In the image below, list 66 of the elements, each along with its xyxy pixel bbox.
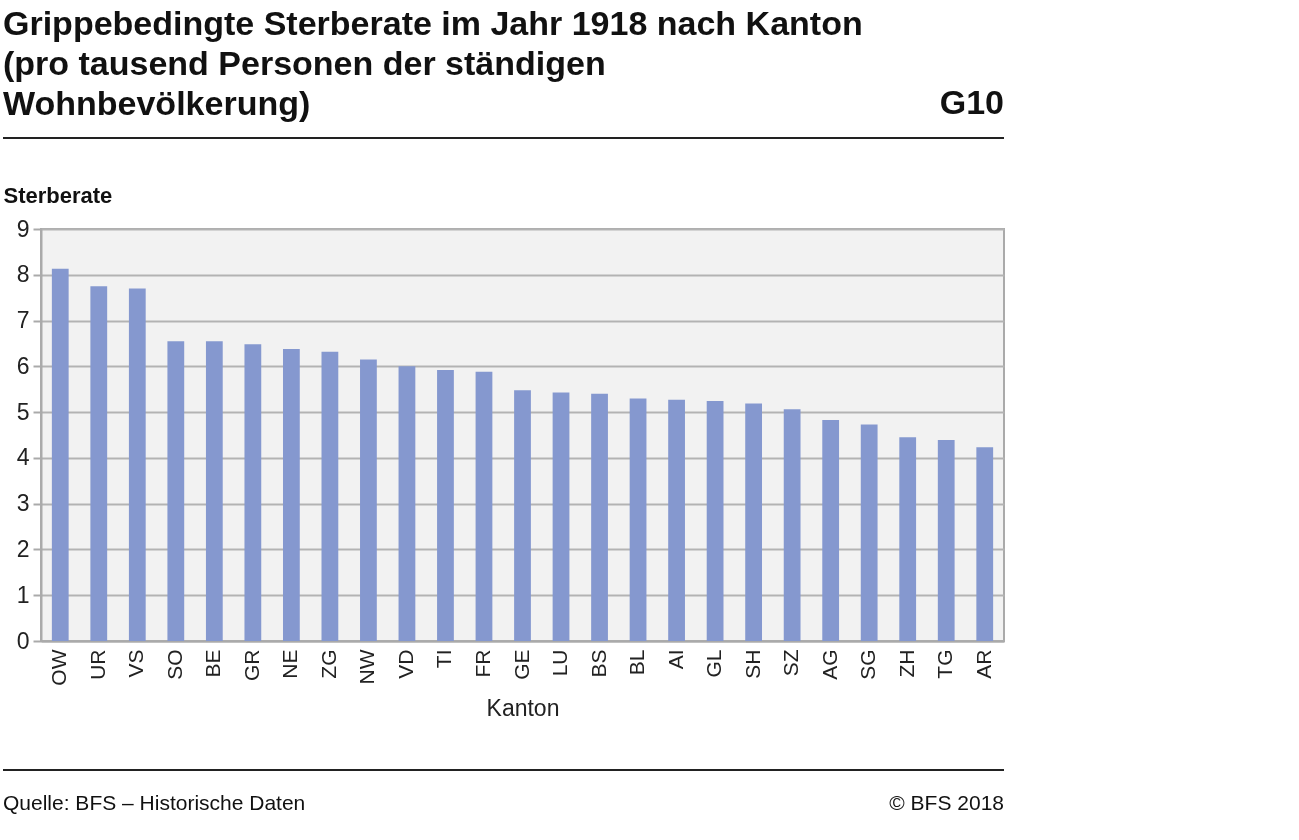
x-tick-label: BE [201, 649, 225, 678]
x-tick-label: LU [548, 649, 572, 677]
x-tick-label: BL [625, 649, 649, 676]
x-tick-label: SZ [779, 649, 803, 677]
y-tick-label: 8 [16, 261, 30, 288]
x-tick-label: AR [971, 649, 995, 679]
x-tick-label: ZH [894, 649, 918, 678]
x-tick-label: NW [355, 649, 379, 685]
bar [629, 398, 647, 641]
y-tick-label: 4 [16, 444, 30, 471]
bar [899, 437, 917, 641]
y-tick-label: 2 [16, 535, 30, 562]
text: © BFS 2018 [889, 791, 1004, 814]
y-tick-label: 6 [16, 352, 30, 379]
bar [591, 393, 608, 641]
bar [128, 288, 146, 641]
bar [860, 424, 878, 641]
bar [706, 401, 724, 641]
x-tick-label: SH [740, 649, 764, 679]
bar [167, 341, 185, 641]
chart-title: Grippebedingte Sterberate im Jahr 1918 nach Kanton (pro tausend Personen der ständigen Wohnbevölkerung) [3, 4, 863, 122]
y-tick-label: 1 [16, 581, 30, 608]
x-tick-label: OW [47, 649, 71, 686]
x-tick-label: AG [817, 649, 841, 680]
y-axis-title: Sterberate [3, 182, 113, 208]
source-note: Quelle: BFS – Historische Daten [3, 791, 306, 814]
x-tick-label: FR [470, 649, 494, 678]
bar [822, 419, 840, 641]
bar [937, 440, 955, 641]
x-tick-label: SO [162, 649, 186, 680]
y-tick-label: 0 [16, 627, 30, 654]
x-tick-label: UR [85, 649, 109, 680]
bar [321, 351, 339, 641]
x-tick-label: TG [933, 649, 957, 679]
bar [51, 268, 69, 641]
bar [976, 447, 994, 641]
x-tick-label: SG [856, 649, 880, 680]
bar [90, 286, 108, 641]
x-axis-title: Kanton [486, 694, 560, 721]
bar [475, 371, 493, 641]
bar [244, 344, 262, 641]
x-tick-label: AI [663, 649, 687, 670]
y-tick-label: 5 [16, 398, 30, 425]
bar [360, 359, 377, 641]
text: G10 [939, 83, 1004, 121]
x-tick-label: NE [278, 649, 302, 679]
x-tick-label: TI [432, 649, 456, 669]
x-tick-label: VD [393, 649, 417, 679]
x-tick-label: ZG [316, 649, 340, 679]
bar [552, 392, 570, 641]
x-tick-label: VS [124, 649, 148, 678]
bar [514, 390, 531, 641]
x-tick-label: BS [586, 649, 610, 678]
bar [205, 341, 223, 641]
y-tick-label: 7 [16, 307, 30, 334]
y-tick-label: 9 [16, 215, 30, 242]
y-tick-label: 3 [16, 490, 30, 517]
bar [668, 399, 685, 641]
x-tick-label: GR [239, 649, 263, 681]
bar [437, 370, 454, 641]
bar [282, 348, 300, 641]
bar [783, 409, 801, 641]
x-tick-label: GL [702, 649, 726, 678]
x-tick-label: GE [509, 649, 533, 680]
bar [745, 403, 763, 641]
bar [398, 366, 416, 641]
